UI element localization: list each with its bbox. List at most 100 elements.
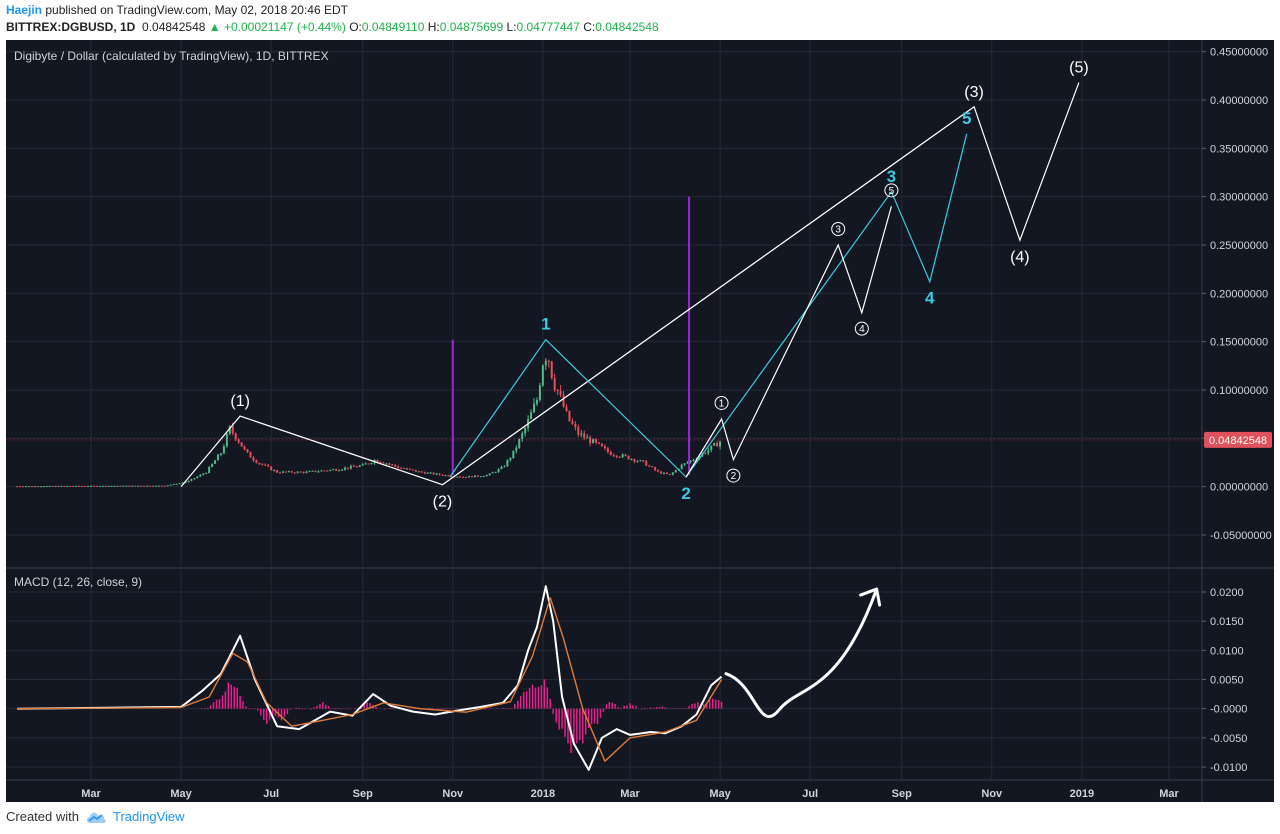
price-candle: [612, 455, 615, 457]
price-candle: [600, 443, 603, 447]
price-candle: [211, 463, 214, 468]
price-candle: [524, 428, 527, 434]
price-candle: [143, 485, 146, 487]
price-candle: [388, 463, 391, 465]
price-candle: [320, 470, 323, 472]
price-candle: [296, 471, 299, 473]
y-tick-label: 0.20000000: [1210, 288, 1268, 300]
price-candle: [78, 485, 81, 487]
price-candle: [69, 485, 72, 487]
price-candle: [468, 476, 471, 478]
price-candle: [621, 454, 624, 458]
footer: Created with TradingView: [6, 809, 185, 824]
price-candle: [476, 475, 479, 477]
price-candle: [279, 472, 282, 474]
price-candle: [660, 471, 663, 474]
price-candle: [417, 471, 420, 473]
price-candle: [267, 465, 270, 467]
x-tick-label: Nov: [442, 788, 464, 800]
price-candle: [689, 460, 692, 463]
price-candle: [541, 365, 544, 386]
close-label: C:: [583, 20, 596, 34]
price-candle: [116, 485, 119, 487]
x-tick-label: Mar: [1159, 788, 1179, 800]
current-price-label: 0.04842548: [1209, 435, 1267, 447]
wave-layer: [6, 82, 1202, 771]
price-candle: [556, 389, 559, 392]
price-candle: [692, 459, 695, 461]
price-candle: [707, 450, 710, 454]
price-candle: [657, 470, 660, 472]
price-candle: [222, 446, 225, 454]
price-candle: [459, 476, 462, 478]
price-candle: [429, 472, 432, 474]
price-candle: [290, 471, 293, 473]
price-candle: [237, 439, 240, 443]
price-candle: [515, 447, 518, 451]
price-candle: [110, 485, 113, 487]
price-candle: [349, 465, 352, 469]
price-candle: [379, 461, 382, 463]
price-candle: [84, 485, 87, 487]
open-value: 0.04849110: [361, 20, 425, 34]
macd-pane-title: MACD (12, 26, close, 9): [14, 575, 142, 589]
price-candle: [438, 473, 441, 475]
author-link[interactable]: Haejin: [6, 3, 43, 17]
price-candle: [246, 449, 249, 453]
price-candle: [219, 453, 222, 455]
grid-layer: [6, 40, 1274, 802]
price-candle: [518, 439, 521, 448]
tradingview-brand-link[interactable]: TradingView: [112, 809, 185, 824]
price-candle: [444, 475, 447, 477]
price-candle: [674, 470, 677, 473]
macd-tick-label: 0.0200: [1210, 587, 1244, 599]
price-candle: [273, 470, 276, 472]
x-tick-label: Mar: [620, 788, 640, 800]
macd-projection-arrowhead: [859, 587, 882, 607]
price-candle: [479, 476, 482, 478]
price-candle: [577, 427, 580, 435]
open-label: O:: [349, 20, 362, 34]
price-candle: [550, 361, 553, 379]
price-candle: [214, 460, 217, 464]
price-candle: [172, 483, 175, 485]
price-candle: [512, 450, 515, 458]
price-candle: [370, 463, 373, 465]
price-candle: [329, 469, 332, 471]
close-value: 0.04842548: [595, 20, 659, 34]
price-candle: [284, 471, 287, 473]
intermediate-wave-label: 3: [887, 167, 896, 186]
price-candle: [355, 466, 358, 468]
price-candle: [609, 451, 612, 456]
price-candle: [163, 485, 166, 487]
price-candle: [583, 433, 586, 438]
created-with-label: Created with: [6, 809, 79, 824]
price-candle: [181, 482, 184, 484]
price-candle: [683, 463, 686, 465]
x-tick-label: Sep: [353, 788, 373, 800]
price-candle: [270, 466, 273, 471]
price-candle: [234, 433, 237, 440]
price-candle: [420, 471, 423, 473]
price-candle: [66, 485, 69, 487]
price-candle: [414, 469, 417, 472]
price-candle: [122, 485, 125, 487]
price-candle: [317, 471, 320, 473]
price-candle: [450, 476, 453, 478]
price-candle: [710, 445, 713, 451]
price-candle: [125, 485, 128, 487]
price-candle: [178, 483, 181, 485]
intermediate-wave-label: 1: [541, 315, 550, 334]
high-label: H:: [427, 20, 440, 34]
price-candle: [25, 486, 28, 488]
price-candle: [302, 471, 305, 473]
price-candle: [503, 466, 506, 468]
publish-header: Haejin published on TradingView.com, May…: [6, 3, 348, 17]
last-price: 0.04842548: [142, 20, 206, 34]
price-candle: [618, 456, 621, 458]
minor-wave-circle: [714, 395, 729, 410]
price-candle: [42, 486, 45, 488]
elliott-wave-minor: [685, 206, 892, 478]
primary-wave-label: (4): [1010, 249, 1030, 266]
